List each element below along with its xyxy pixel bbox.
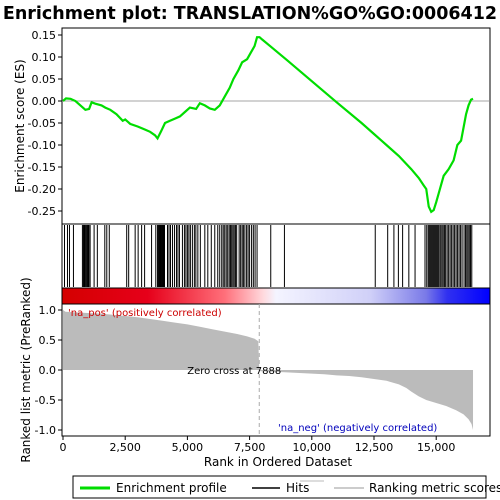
metric-y-tick-label: -1.0 (35, 424, 56, 437)
metric-y-tick-label: 0.0 (39, 364, 57, 377)
zero-cross-annotation: Zero cross at 7888 (187, 366, 281, 377)
chart-title: Enrichment plot: TRANSLATION%GO%GO:00064… (3, 4, 497, 24)
x-tick-label: 2,500 (109, 441, 141, 454)
metric-y-tick-label: -0.5 (35, 394, 56, 407)
metric-y-tick-label: 0.5 (39, 334, 57, 347)
es-y-axis-label: Enrichment score (ES) (13, 59, 27, 192)
legend-hits-label: Hits (286, 481, 309, 495)
negative-correlation-annotation: 'na_neg' (negatively correlated) (278, 423, 437, 434)
legend-profile-label: Enrichment profile (116, 481, 227, 495)
rank-color-band (61, 287, 491, 305)
metric-y-tick-label: 1.0 (39, 304, 57, 317)
es-y-tick-label: 0.15 (32, 29, 57, 42)
x-tick-label: 7,500 (234, 441, 266, 454)
es-y-tick-label: -0.15 (28, 161, 56, 174)
x-tick-label: 0 (60, 441, 67, 454)
es-y-axis: -0.25 -0.20 -0.15 -0.10 -0.05 0.00 0.05 0.10 0.1… (28, 29, 62, 218)
es-y-tick-label: 0.00 (32, 95, 57, 108)
es-y-tick-label: -0.25 (28, 205, 56, 218)
metric-y-axis: -1.0 -0.5 0.0 0.5 1.0 (35, 304, 62, 437)
x-tick-label: 15,000 (417, 441, 456, 454)
x-tick-label: 10,000 (293, 441, 332, 454)
hits-panel-frame (61, 223, 491, 289)
legend: Enrichment profile Hits Ranking metric s… (72, 475, 500, 499)
metric-y-axis-label: Ranked list metric (PreRanked) (19, 277, 33, 462)
es-panel-frame (61, 27, 491, 225)
x-tick-label: 12,500 (355, 441, 394, 454)
x-axis: 0 2,500 5,000 7,500 10,000 12,500 15,000 (60, 436, 456, 454)
es-y-tick-label: -0.05 (28, 117, 56, 130)
es-y-tick-label: -0.20 (28, 183, 56, 196)
legend-box (72, 475, 487, 499)
enrichment-profile-line (62, 36, 474, 214)
x-tick-label: 5,000 (172, 441, 204, 454)
es-y-tick-label: 0.05 (32, 73, 57, 86)
es-y-tick-label: 0.10 (32, 51, 57, 64)
positive-correlation-annotation: 'na_pos' (positively correlated) (68, 308, 222, 319)
hit-markers (63, 225, 473, 287)
ranking-metric-area (63, 310, 474, 430)
es-y-tick-label: -0.10 (28, 139, 56, 152)
x-axis-label: Rank in Ordered Dataset (204, 455, 352, 469)
legend-metric-label: Ranking metric scores (369, 481, 500, 495)
